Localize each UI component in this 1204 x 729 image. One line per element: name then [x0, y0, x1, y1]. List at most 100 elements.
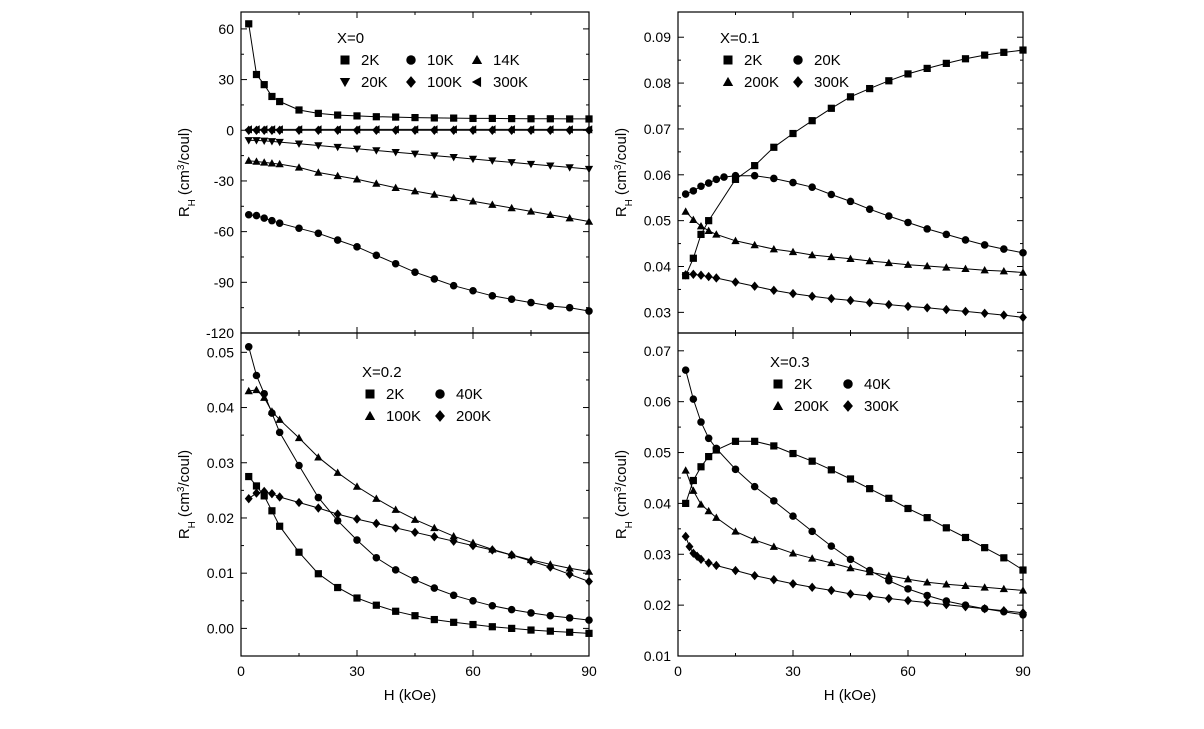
- legend-label-40K: 40K: [864, 376, 891, 393]
- legend-label-300K: 300K: [814, 74, 849, 91]
- data-point-200K: [430, 532, 439, 542]
- series-line-20K: [685, 175, 1024, 254]
- data-point-2K: [808, 117, 816, 125]
- data-point-20K: [294, 140, 304, 148]
- data-point-40K: [731, 465, 740, 474]
- y-tick-label: 0.07: [644, 343, 671, 359]
- data-point-10K: [449, 281, 458, 290]
- data-point-20K: [712, 175, 721, 184]
- data-point-100K: [449, 532, 458, 540]
- data-point-2K: [353, 594, 361, 602]
- data-point-10K: [244, 210, 253, 219]
- y-tick-label: 0.00: [207, 620, 234, 636]
- data-point-300K: [999, 310, 1008, 320]
- data-point-40K: [527, 609, 535, 617]
- data-point-2K: [450, 618, 458, 626]
- data-point-300K: [681, 270, 690, 280]
- data-point-200K: [295, 497, 303, 508]
- data-point-300K: [252, 125, 260, 134]
- data-point-40K: [904, 585, 912, 593]
- data-point-2K: [981, 544, 989, 552]
- panel-top-left: -120 -90 -60 -30 0 30 60 RH(cm3/coul) X=0 2K 10K 14…: [176, 11, 594, 341]
- data-point-2K: [585, 629, 593, 637]
- data-point-200K: [391, 523, 400, 533]
- data-point-2K: [252, 70, 261, 79]
- legend-label-14K: 14K: [493, 52, 520, 69]
- data-point-200K: [999, 266, 1008, 275]
- series-2K: [682, 46, 1027, 280]
- x-tick-label: 30: [785, 663, 801, 679]
- data-point-20K: [430, 152, 439, 160]
- data-point-10K: [314, 229, 323, 238]
- data-point-2K: [697, 230, 705, 239]
- y-tick-label: 0.05: [207, 344, 234, 360]
- data-point-14K: [244, 156, 253, 164]
- data-point-10K: [430, 275, 439, 283]
- x-axis-label-right: H (kOe): [824, 687, 877, 704]
- data-point-2K: [566, 628, 574, 636]
- data-point-200K: [469, 540, 477, 551]
- data-point-200K: [252, 488, 261, 498]
- data-point-300K: [942, 599, 951, 610]
- data-point-2K: [885, 494, 893, 502]
- data-point-10K: [252, 211, 261, 220]
- data-point-300K: [584, 125, 593, 134]
- data-point-200K: [585, 576, 593, 587]
- data-point-20K: [314, 142, 323, 150]
- data-point-20K: [789, 178, 797, 187]
- series-line-40K: [248, 346, 590, 621]
- data-point-200K: [704, 506, 713, 515]
- series-40K: [681, 366, 1027, 619]
- series-line-2K: [248, 23, 589, 120]
- data-point-2K: [314, 570, 322, 578]
- data-point-2K: [705, 217, 713, 225]
- data-point-20K: [372, 147, 381, 155]
- series-200K: [681, 466, 1028, 594]
- data-point-300K: [789, 579, 797, 589]
- data-point-2K: [923, 64, 931, 73]
- data-point-2K: [1000, 554, 1008, 562]
- data-point-10K: [295, 224, 303, 233]
- data-point-200K: [980, 583, 989, 591]
- data-point-40K: [697, 418, 705, 426]
- y-tick-label: 0.05: [644, 445, 671, 461]
- x-tick-label: 0: [674, 663, 682, 679]
- data-point-300K: [827, 585, 836, 596]
- data-point-300K: [244, 125, 252, 134]
- data-point-2K: [885, 77, 893, 85]
- legend-marker-20K: [793, 55, 803, 65]
- data-point-2K: [546, 627, 554, 635]
- data-point-40K: [689, 395, 698, 403]
- data-point-20K: [410, 150, 420, 159]
- legend-label-2K: 2K: [361, 52, 379, 69]
- data-point-40K: [391, 566, 400, 574]
- data-point-200K: [827, 558, 836, 567]
- data-point-10K: [275, 219, 284, 227]
- y-tick-label: 0: [226, 122, 234, 138]
- data-point-40K: [789, 512, 797, 520]
- y-tick-label: 0.09: [644, 29, 671, 45]
- legend: X=0.1 2K 20K 200K 300K: [720, 30, 849, 91]
- x-tick-label: 90: [1015, 663, 1031, 679]
- data-point-200K: [244, 493, 253, 504]
- data-point-200K: [903, 260, 913, 268]
- data-point-200K: [846, 563, 855, 572]
- data-point-40K: [827, 542, 836, 550]
- legend-marker-200K: [722, 76, 734, 87]
- data-point-300K: [275, 125, 283, 134]
- data-point-20K: [885, 212, 893, 220]
- data-point-2K: [789, 449, 797, 458]
- data-point-10K: [469, 286, 477, 295]
- series-300K: [681, 269, 1027, 323]
- legend-marker-10K: [406, 55, 416, 65]
- y-axis-label: RH(cm3/coul): [613, 128, 635, 217]
- data-point-14K: [449, 193, 458, 202]
- data-point-2K: [334, 111, 342, 119]
- data-point-2K: [295, 106, 303, 114]
- data-point-200K: [696, 222, 706, 230]
- data-point-100K: [430, 523, 439, 532]
- data-point-20K: [507, 159, 516, 167]
- series-300K: [681, 531, 1027, 618]
- data-point-2K: [411, 113, 419, 122]
